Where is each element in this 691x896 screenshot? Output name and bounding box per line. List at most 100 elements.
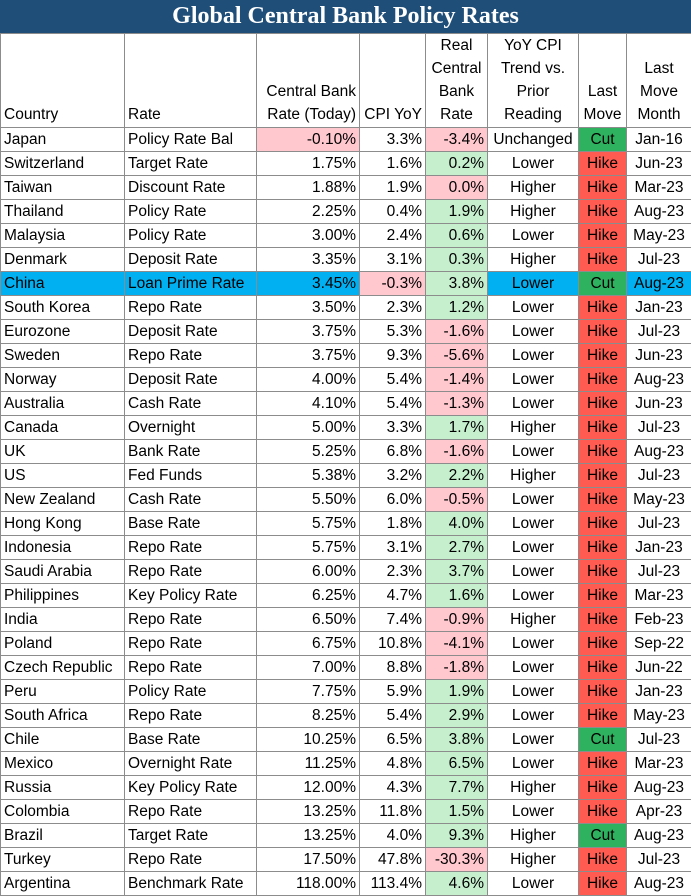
country-cell: Japan xyxy=(1,128,125,152)
header-country[interactable]: Country xyxy=(1,34,125,128)
last-move-cell: Hike xyxy=(579,536,627,560)
rate-name-cell: Repo Rate xyxy=(125,344,257,368)
real-rate-cell: -1.8% xyxy=(426,656,488,680)
header-last-move-month[interactable]: Last Move Month xyxy=(627,34,691,128)
central-bank-rate-cell: 5.25% xyxy=(257,440,360,464)
central-bank-rate-cell: 4.00% xyxy=(257,368,360,392)
cpi-trend-cell: Lower xyxy=(488,728,579,752)
country-cell: Indonesia xyxy=(1,536,125,560)
real-rate-cell: 4.0% xyxy=(426,512,488,536)
central-bank-rate-cell: 118.00% xyxy=(257,872,360,896)
cpi-trend-cell: Lower xyxy=(488,560,579,584)
cpi-yoy-cell: 3.1% xyxy=(360,248,426,272)
rate-name-cell: Deposit Rate xyxy=(125,320,257,344)
rate-name-cell: Loan Prime Rate xyxy=(125,272,257,296)
real-rate-cell: 1.2% xyxy=(426,296,488,320)
rate-name-cell: Base Rate xyxy=(125,512,257,536)
header-cpi-trend[interactable]: YoY CPI Trend vs. Prior Reading xyxy=(488,34,579,128)
cpi-yoy-cell: 5.4% xyxy=(360,704,426,728)
rate-name-cell: Benchmark Rate xyxy=(125,872,257,896)
rate-name-cell: Policy Rate xyxy=(125,224,257,248)
header-central-bank-rate[interactable]: Central Bank Rate (Today) xyxy=(257,34,360,128)
header-cpi-yoy[interactable]: CPI YoY xyxy=(360,34,426,128)
rate-name-cell: Repo Rate xyxy=(125,704,257,728)
cpi-trend-cell: Lower xyxy=(488,584,579,608)
last-move-month-cell: Jul-23 xyxy=(627,464,691,488)
rate-name-cell: Key Policy Rate xyxy=(125,776,257,800)
real-rate-cell: 7.7% xyxy=(426,776,488,800)
cpi-yoy-cell: 4.8% xyxy=(360,752,426,776)
last-move-month-cell: Jan-23 xyxy=(627,680,691,704)
last-move-month-cell: May-23 xyxy=(627,488,691,512)
central-bank-rate-cell: 5.00% xyxy=(257,416,360,440)
country-cell: Hong Kong xyxy=(1,512,125,536)
cpi-yoy-cell: 47.8% xyxy=(360,848,426,872)
last-move-month-cell: Aug-23 xyxy=(627,200,691,224)
central-bank-rate-cell: 1.75% xyxy=(257,152,360,176)
cpi-yoy-cell: 6.5% xyxy=(360,728,426,752)
cpi-yoy-cell: 9.3% xyxy=(360,344,426,368)
country-cell: Norway xyxy=(1,368,125,392)
last-move-month-cell: Aug-23 xyxy=(627,872,691,896)
cpi-yoy-cell: 6.8% xyxy=(360,440,426,464)
country-cell: Switzerland xyxy=(1,152,125,176)
last-move-month-cell: Sep-22 xyxy=(627,632,691,656)
real-rate-cell: 4.6% xyxy=(426,872,488,896)
last-move-cell: Hike xyxy=(579,704,627,728)
header-real-rate[interactable]: Real Central Bank Rate xyxy=(426,34,488,128)
last-move-month-cell: May-23 xyxy=(627,224,691,248)
central-bank-rate-cell: 13.25% xyxy=(257,800,360,824)
cpi-trend-cell: Lower xyxy=(488,224,579,248)
real-rate-cell: -5.6% xyxy=(426,344,488,368)
rate-name-cell: Key Policy Rate xyxy=(125,584,257,608)
country-cell: Poland xyxy=(1,632,125,656)
last-move-cell: Hike xyxy=(579,800,627,824)
last-move-cell: Hike xyxy=(579,680,627,704)
country-cell: South Africa xyxy=(1,704,125,728)
header-last-move[interactable]: Last Move xyxy=(579,34,627,128)
last-move-cell: Hike xyxy=(579,848,627,872)
real-rate-cell: 0.6% xyxy=(426,224,488,248)
last-move-cell: Cut xyxy=(579,728,627,752)
country-cell: Philippines xyxy=(1,584,125,608)
last-move-cell: Hike xyxy=(579,344,627,368)
country-cell: Thailand xyxy=(1,200,125,224)
last-move-cell: Hike xyxy=(579,392,627,416)
rate-name-cell: Overnight xyxy=(125,416,257,440)
header-rate[interactable]: Rate xyxy=(125,34,257,128)
real-rate-cell: 2.9% xyxy=(426,704,488,728)
country-cell: Canada xyxy=(1,416,125,440)
